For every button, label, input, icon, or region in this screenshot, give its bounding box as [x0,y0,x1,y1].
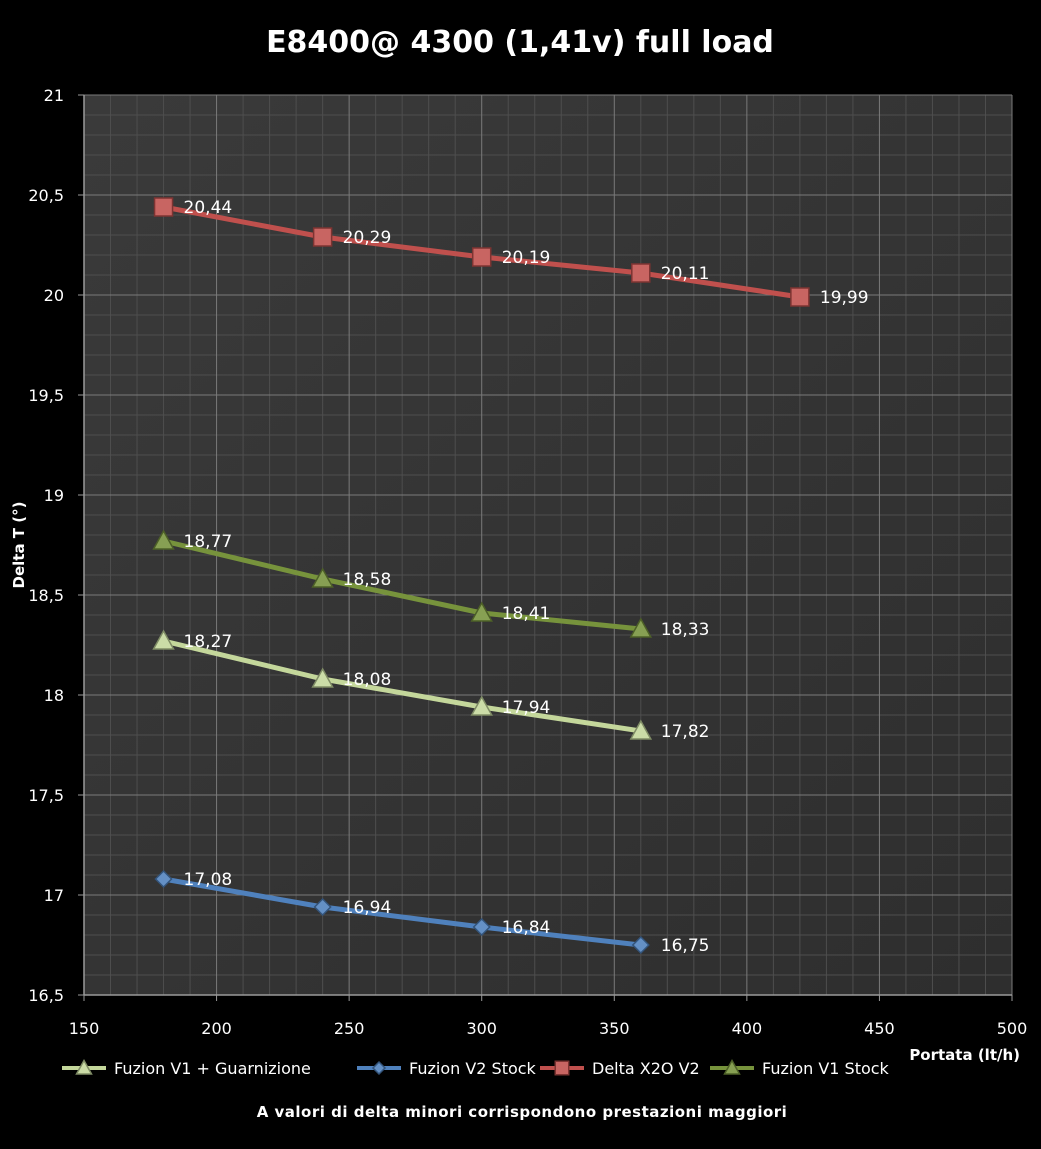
data-point-marker-square [631,263,651,283]
y-axis-label: Delta T (°) [10,502,28,589]
y-tick-label: 18 [44,686,64,705]
chart-title: E8400@ 4300 (1,41v) full load [266,25,774,60]
data-label: 18,08 [343,670,392,690]
data-label: 16,94 [343,898,392,918]
legend-item: Delta X2O V2 [540,1059,700,1078]
x-tick-label: 400 [732,1019,763,1038]
data-point-marker-diamond [631,935,650,955]
x-axis-label: Portata (lt/h) [909,1046,1020,1064]
data-point-marker-triangle [629,719,653,740]
data-point-marker-diamond [472,917,491,937]
x-tick-label: 150 [69,1019,100,1038]
data-label: 17,94 [502,698,551,718]
legend-label: Fuzion V1 Stock [762,1059,890,1078]
data-point-marker-triangle [311,567,334,588]
y-tick-label: 18,5 [28,586,64,605]
data-label: 18,41 [502,604,551,624]
data-label: 20,29 [343,228,392,248]
data-point-marker-triangle [470,601,493,622]
series-3: 18,77 18,58 18,41 18,33 [152,529,710,640]
data-point-marker-triangle [152,529,175,550]
data-label: 19,99 [820,288,869,308]
legend-item: Fuzion V2 Stock [357,1059,537,1078]
y-tick-label: 17 [44,886,64,905]
y-tick-label: 17,5 [28,786,64,805]
x-axis-ticks: 150 200 250 300 350 400 450 500 [69,995,1028,1038]
y-tick-label: 20 [44,286,64,305]
data-label: 16,75 [661,936,710,956]
data-point-marker-triangle [629,617,653,638]
data-point-marker-square [790,287,810,307]
series-line [161,638,644,734]
legend-label: Fuzion V1 + Guarnizione [114,1059,311,1078]
legend: Fuzion V1 + Guarnizione Fuzion V2 Stock De… [62,1058,890,1078]
data-point-marker-triangle [470,695,493,716]
data-point-marker-triangle [723,1058,741,1075]
y-tick-label: 20,5 [28,186,64,205]
x-tick-label: 450 [864,1019,895,1038]
x-tick-label: 200 [201,1019,232,1038]
y-tick-label: 19,5 [28,386,64,405]
y-axis-ticks: 16,5 17 17,5 18 18,5 19 19,5 20 20,5 21 [28,86,84,1005]
y-tick-label: 19 [44,486,64,505]
data-label: 18,27 [184,632,233,652]
data-label: 20,44 [184,198,233,218]
x-tick-label: 350 [599,1019,630,1038]
data-point-marker-triangle [75,1058,93,1075]
data-point-marker-square [471,247,492,267]
data-label: 18,77 [184,532,233,552]
data-point-marker-square [312,227,333,247]
data-point-marker-diamond [371,1060,387,1076]
data-point-marker-diamond [154,869,173,889]
x-tick-label: 250 [334,1019,365,1038]
data-point-marker-diamond [313,897,332,917]
data-label: 20,19 [502,248,551,268]
data-point-marker-square [554,1060,570,1076]
y-tick-label: 21 [44,86,64,105]
data-label: 16,84 [502,918,551,938]
major-gridlines [83,94,1013,996]
data-label: 18,58 [343,570,392,590]
legend-label: Delta X2O V2 [592,1059,700,1078]
series-1: 17,08 16,94 16,84 16,75 [154,869,710,956]
legend-label: Fuzion V2 Stock [409,1059,537,1078]
plot-area [84,95,1012,995]
data-label: 17,08 [184,870,233,890]
series-2: 20,44 20,29 20,19 20,11 19,99 [153,197,869,308]
y-tick-label: 16,5 [28,986,64,1005]
x-tick-label: 500 [997,1019,1028,1038]
axes [83,95,1012,996]
legend-item: Fuzion V1 Stock [710,1058,890,1078]
series-line [161,538,644,632]
data-point-marker-triangle [311,667,334,688]
data-label: 17,82 [661,722,710,742]
series-0: 18,27 18,08 17,94 17,82 [152,629,710,742]
series-layer: 18,27 18,08 17,94 17,82 17,08 16,94 16,84 16,75… [152,197,869,956]
legend-item: Fuzion V1 + Guarnizione [62,1058,311,1078]
data-label: 20,11 [661,264,710,284]
x-tick-label: 300 [466,1019,497,1038]
data-point-marker-triangle [152,629,175,650]
data-point-marker-square [153,197,174,217]
series-line [161,876,644,948]
chart-footnote: A valori di delta minori corrispondono p… [257,1103,788,1121]
data-label: 18,33 [661,620,710,640]
